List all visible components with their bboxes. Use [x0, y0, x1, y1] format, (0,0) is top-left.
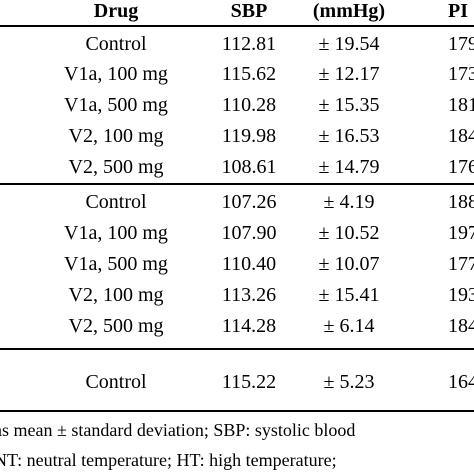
table-cell: V2, 100 mg: [68, 284, 164, 306]
table-cell: ± 4.19: [323, 191, 375, 213]
table-cell: ± 19.54: [318, 33, 380, 55]
table-cell: 119.98: [221, 125, 277, 147]
header-drug: Drug: [93, 0, 139, 22]
table-cell: 177.2: [448, 253, 474, 275]
table-cell: ± 10.52: [318, 222, 380, 244]
table-cell: 114.28: [221, 315, 277, 337]
table-cell: V1a, 100 mg: [64, 63, 168, 85]
table-cell: 188.6: [448, 191, 474, 213]
table-cell: V1a, 100 mg: [64, 222, 168, 244]
table-cell: 113.26: [221, 284, 277, 306]
table-cell: 176.1: [448, 156, 474, 178]
table-cell: 115.62: [221, 63, 277, 85]
group-rule: [0, 183, 474, 185]
group-rule: [0, 348, 474, 350]
header-sbp: SBP: [230, 0, 268, 22]
table-cell: 193.1: [448, 284, 474, 306]
table-cell: 164.5: [448, 371, 474, 393]
table-cell: ± 15.41: [318, 284, 380, 306]
table-cell: ± 16.53: [318, 125, 380, 147]
table-cell: ± 5.23: [323, 371, 375, 393]
table-cell: 173.7: [448, 63, 474, 85]
table-cell: V2, 500 mg: [68, 156, 164, 178]
header-rule: [0, 25, 474, 27]
table-cell: V1a, 500 mg: [64, 94, 168, 116]
table-cell: 115.22: [221, 371, 277, 393]
header-pi: PI: [448, 0, 468, 22]
table-cell: 184.2: [448, 315, 474, 337]
table-cell: 179.2: [448, 33, 474, 55]
bottom-rule: [0, 410, 474, 412]
table-cell: 110.28: [221, 94, 277, 116]
table-cell: 107.26: [221, 191, 277, 213]
table-cell: ± 15.35: [318, 94, 380, 116]
footnote-line-2: NT: neutral temperature; HT: high temper…: [0, 450, 337, 470]
table-cell: ± 14.79: [318, 156, 380, 178]
table-cell: V2, 500 mg: [68, 315, 164, 337]
table-cell: 110.40: [221, 253, 277, 275]
header-sd: (mmHg): [312, 0, 386, 22]
table-cell: 112.81: [221, 33, 277, 55]
table-cell: 184.7: [448, 125, 474, 147]
table-cell: V1a, 500 mg: [64, 253, 168, 275]
table-cell: Control: [85, 371, 147, 393]
footnote-line-1: as mean ± standard deviation; SBP: systo…: [0, 420, 356, 440]
table-cell: Control: [85, 191, 147, 213]
table-cell: 197.0: [448, 222, 474, 244]
table-cell: ± 10.07: [318, 253, 380, 275]
table-cell: 107.90: [221, 222, 277, 244]
table-cell: Control: [85, 33, 147, 55]
table-cell: 181.7: [448, 94, 474, 116]
table-cell: V2, 100 mg: [68, 125, 164, 147]
table-cell: 108.61: [221, 156, 277, 178]
table-cell: ± 12.17: [318, 63, 380, 85]
table-cell: ± 6.14: [323, 315, 375, 337]
